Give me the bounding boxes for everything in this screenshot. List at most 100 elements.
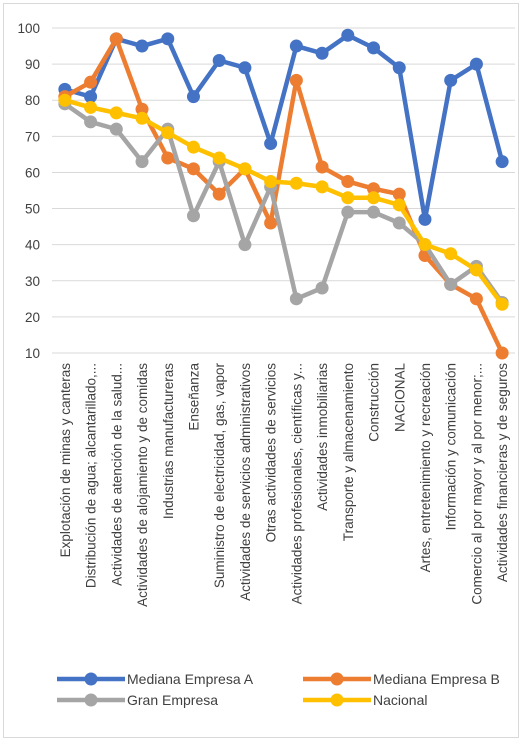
data-point (341, 28, 355, 42)
y-tick-label: 70 (25, 129, 40, 144)
series-line (62, 97, 505, 307)
data-point (367, 191, 381, 205)
data-point (135, 111, 149, 125)
data-point (109, 32, 123, 46)
data-point (367, 41, 381, 55)
data-point (392, 216, 406, 230)
legend-swatch-marker (84, 672, 98, 686)
y-axis-ticks: 10 20 30 40 50 60 70 80 90 100 (17, 21, 40, 361)
y-tick-label: 90 (25, 57, 40, 72)
data-point (469, 292, 483, 306)
x-tick-label: Enseñanza (186, 363, 201, 431)
data-point (289, 176, 303, 190)
data-point (238, 162, 252, 176)
data-point (135, 102, 149, 116)
data-point (367, 205, 381, 219)
legend-label: Nacional (373, 692, 427, 708)
legend-label: Mediana Empresa B (373, 671, 500, 687)
legend-swatch-marker (330, 672, 344, 686)
legend-swatch-marker (84, 693, 98, 707)
data-point (444, 73, 458, 87)
data-point (238, 238, 252, 252)
data-point (109, 122, 123, 136)
data-point (264, 137, 278, 151)
data-point (469, 57, 483, 71)
data-point (289, 292, 303, 306)
data-point (84, 100, 98, 114)
legend: Mediana Empresa A Mediana Empresa B Gran E… (57, 671, 500, 708)
x-tick-label: Industrias manufactureras (161, 363, 176, 519)
data-point (212, 54, 226, 67)
data-point (341, 174, 355, 188)
data-point (289, 73, 303, 87)
data-point (161, 151, 175, 165)
data-point (264, 174, 278, 188)
x-tick-label: Explotación de minas y canteras (58, 363, 73, 558)
data-point (186, 209, 200, 223)
data-point (161, 32, 175, 46)
x-tick-label: Comercio al por mayor y al por menor;... (469, 363, 484, 605)
x-tick-label: Actividades de alojamiento y de comidas (135, 363, 150, 607)
line-chart: 10 20 30 40 50 60 70 80 90 100 Explotación de min… (17, 21, 515, 708)
series-lines (58, 28, 509, 360)
legend-item: Mediana Empresa B (303, 671, 500, 687)
data-point (186, 90, 200, 104)
data-point (135, 39, 149, 53)
data-point (444, 247, 458, 261)
y-tick-label: 80 (25, 93, 40, 108)
data-point (444, 277, 458, 291)
data-point (315, 281, 329, 295)
x-tick-label: Actividades profesionales, científicas y… (289, 363, 304, 604)
data-point (212, 151, 226, 165)
y-tick-label: 40 (25, 238, 40, 253)
y-tick-label: 50 (25, 202, 40, 217)
legend-item: Gran Empresa (57, 692, 218, 708)
data-point (495, 155, 509, 169)
x-tick-label: Actividades de atención de la salud... (109, 363, 124, 586)
data-point (392, 187, 406, 201)
x-tick-label: Actividades financieras y de seguros (495, 363, 510, 582)
legend-swatch-marker (330, 693, 344, 707)
x-axis-labels: Explotación de minas y canteras Distribuc… (58, 363, 510, 607)
series-line (62, 32, 505, 222)
data-point (495, 346, 509, 360)
legend-label: Gran Empresa (127, 692, 218, 708)
data-point (367, 182, 381, 196)
x-tick-label: Construcción (367, 363, 382, 442)
x-tick-label: Actividades de servicios administrativos (238, 363, 253, 601)
data-point (289, 39, 303, 53)
data-point (418, 238, 432, 252)
legend-label: Mediana Empresa A (127, 671, 254, 687)
data-point (109, 106, 123, 120)
data-point (135, 155, 149, 169)
y-tick-label: 100 (17, 21, 40, 36)
chart-area: 10 20 30 40 50 60 70 80 90 100 Explotación de min… (3, 3, 519, 738)
y-tick-label: 30 (25, 274, 40, 289)
x-tick-label: Transporte y almacenamiento (341, 363, 356, 541)
data-point (341, 191, 355, 205)
x-tick-label: Distribución de agua; alcantarillado,... (84, 363, 99, 588)
y-tick-label: 10 (25, 346, 40, 361)
data-point (392, 61, 406, 75)
data-point (58, 93, 72, 107)
legend-item: Nacional (303, 692, 427, 708)
data-point (264, 216, 278, 230)
data-point (238, 61, 252, 75)
data-point (315, 160, 329, 174)
series-line (62, 101, 505, 305)
x-tick-label: Suministro de electricidad, gas, vapor (212, 363, 227, 589)
data-point (84, 115, 98, 129)
data-point (315, 180, 329, 194)
data-point (418, 212, 432, 226)
x-tick-label: Información y comunicación (444, 363, 459, 530)
x-tick-label: Actividades inmobiliarias (315, 363, 330, 511)
legend-item: Mediana Empresa A (57, 671, 254, 687)
data-point (341, 205, 355, 219)
gridlines (52, 27, 515, 354)
data-point (161, 126, 175, 140)
x-tick-label: Otras actividades de servicios (264, 363, 279, 543)
data-point (392, 198, 406, 212)
data-point (186, 162, 200, 176)
series-line (62, 36, 505, 356)
data-point (212, 187, 226, 201)
